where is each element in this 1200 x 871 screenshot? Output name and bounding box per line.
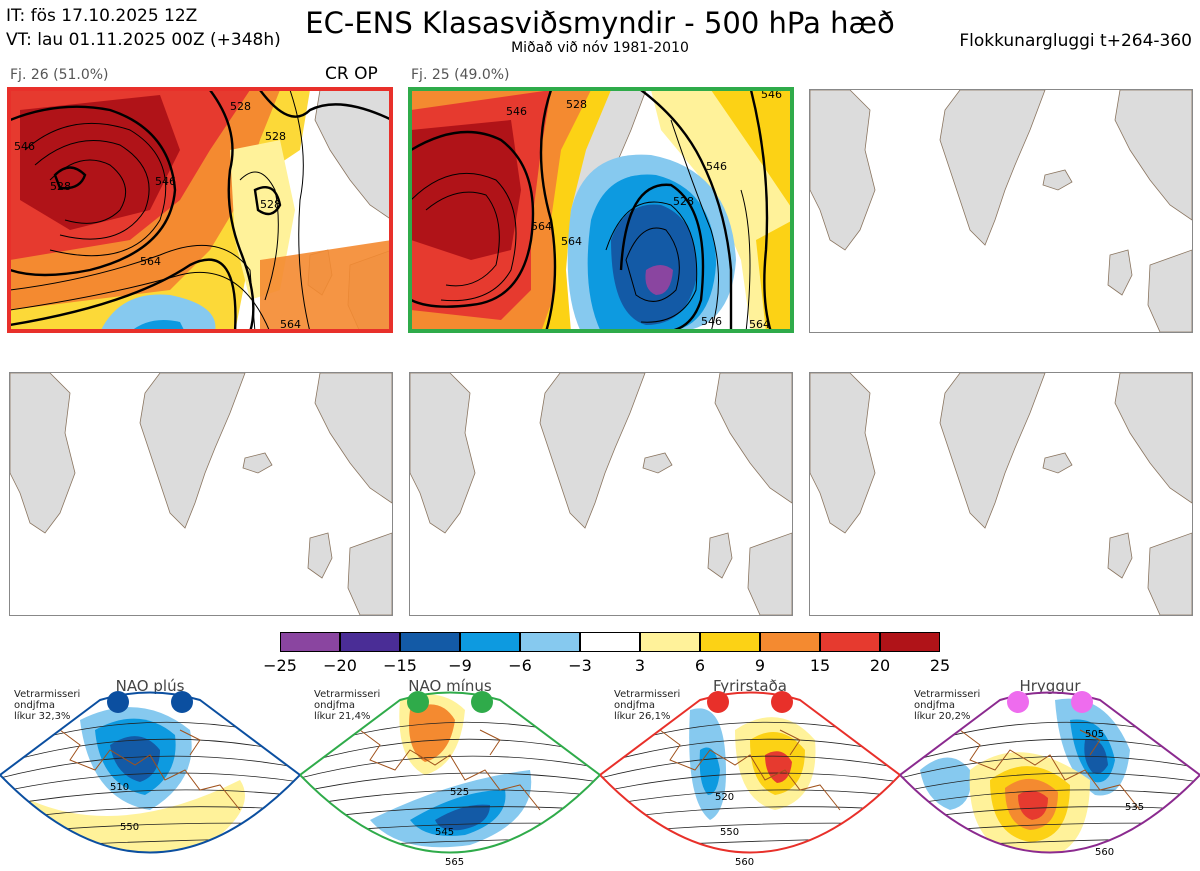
regime-contour-label: 560 [735, 857, 754, 868]
regime-fan-map: 520 550 560 [600, 691, 900, 868]
valid-time: VT: lau 01.11.2025 00Z (+348h) [6, 30, 281, 50]
panel1-tag: CR OP [325, 64, 378, 84]
colorbar-tick-label: 20 [869, 656, 891, 675]
regime-fan-map: 525 545 565 [300, 691, 600, 868]
regime-contour-label: 545 [435, 827, 454, 838]
cluster-map-2: 564 546 528 528 546 564 546 564 546 [410, 89, 794, 333]
regime-contour-label: 505 [1085, 729, 1104, 740]
panel1-contour-label: 528 [265, 130, 286, 143]
panel2-contour-label: 546 [706, 160, 727, 173]
regime-contour-label: 535 [1125, 802, 1144, 813]
colorbar-tick-label: −20 [323, 656, 357, 675]
panel1-label: Fj. 26 (51.0%) [10, 67, 109, 83]
colorbar-swatch [820, 632, 880, 652]
regime-title: Hryggur [1019, 677, 1081, 695]
regime-note: Vetrarmisseri ondjfma líkur 20,2% [914, 689, 981, 722]
colorbar-tick-label: 3 [634, 656, 646, 675]
panel2-contour-label: 528 [566, 98, 587, 111]
panel1-contour-label: 564 [140, 255, 161, 268]
regime-title: NAO mínus [408, 677, 492, 695]
regime-title: Fyrirstaða [713, 677, 787, 695]
regime-contour-label: 550 [120, 822, 139, 833]
panel2-frame [408, 87, 794, 333]
colorbar-swatch [460, 632, 520, 652]
colorbar-swatch [640, 632, 700, 652]
panel1-contour-label: 546 [155, 175, 176, 188]
regime-note: Vetrarmisseri ondjfma líkur 21,4% [314, 689, 381, 722]
empty-map-3 [809, 89, 1193, 333]
panel1-contour-label: 564 [280, 318, 301, 331]
panel1-contour-label: 528 [260, 198, 281, 211]
regime-contour-label: 525 [450, 787, 469, 798]
colorbar-swatch [340, 632, 400, 652]
regime-marker-dot [1071, 691, 1093, 713]
colorbar-swatch [760, 632, 820, 652]
panel2-contour-label: 546 [701, 315, 722, 328]
page-subtitle: Miðað við nóv 1981-2010 [511, 40, 689, 56]
panel2-contour-label: 546 [761, 90, 782, 101]
colorbar-tick-label: −15 [383, 656, 417, 675]
cluster-map-1: 546 528 528 546 528 528 564 564 [9, 89, 393, 333]
colorbar-tick-label: −9 [448, 656, 472, 675]
colorbar-swatch [520, 632, 580, 652]
regime-marker-dot [407, 691, 429, 713]
regime-note: Vetrarmisseri ondjfma líkur 32,3% [14, 689, 81, 722]
regime-marker-dot [107, 691, 129, 713]
colorbar-swatch [280, 632, 340, 652]
panel1-contour-label: 528 [50, 180, 71, 193]
colorbar-swatch [700, 632, 760, 652]
regime-marker-dot [1007, 691, 1029, 713]
cluster-map-1-svg: 546 528 528 546 528 528 564 564 [10, 90, 392, 332]
empty-map-4 [9, 372, 393, 616]
colorbar-swatch [400, 632, 460, 652]
page-title: EC-ENS Klasasviðsmyndir - 500 hPa hæð [305, 6, 895, 40]
cluster-map-2-svg: 564 546 528 528 546 564 546 564 546 [411, 90, 793, 332]
regime-fan-map: 505 535 560 [900, 691, 1200, 858]
regime-contour-label: 510 [110, 782, 129, 793]
init-time: IT: fös 17.10.2025 12Z [6, 6, 198, 26]
regime-marker-dot [771, 691, 793, 713]
colorbar-tick-label: 15 [809, 656, 831, 675]
colorbar-tick-label: −25 [263, 656, 297, 675]
panel2-contour-label: 564 [561, 235, 582, 248]
colorbar-tick-label: −6 [508, 656, 532, 675]
empty-map-4-svg [10, 373, 392, 615]
colorbar-tick-label: 25 [929, 656, 951, 675]
regime-marker-dot [171, 691, 193, 713]
panel1-contour-label: 528 [230, 100, 251, 113]
regime-marker-dot [471, 691, 493, 713]
panel2-contour-label: 564 [531, 220, 552, 233]
regime-contour-label: 520 [715, 792, 734, 803]
colorbar-swatch [580, 632, 640, 652]
panel1-contour-label: 546 [14, 140, 35, 153]
regime-contour-label: 560 [1095, 847, 1114, 858]
regime-fan-map: 510 550 [0, 691, 300, 854]
regime-note: Vetrarmisseri ondjfma líkur 26,1% [614, 689, 681, 722]
colorbar-tick-label: 6 [694, 656, 706, 675]
panel1-frame [7, 87, 393, 333]
regime-marker-dot [707, 691, 729, 713]
empty-map-6-svg [810, 373, 1192, 615]
empty-map-3-svg [810, 90, 1192, 332]
panel2-contour-label: 528 [673, 195, 694, 208]
colorbar-tick-label: 9 [754, 656, 766, 675]
empty-map-6 [809, 372, 1193, 616]
panel2-label: Fj. 25 (49.0%) [411, 67, 510, 83]
empty-map-5-svg [410, 373, 792, 615]
regime-title: NAO plús [115, 677, 185, 695]
empty-map-5 [409, 372, 793, 616]
regime-contour-label: 565 [445, 857, 464, 868]
regime-contour-label: 550 [720, 827, 739, 838]
colorbar-tick-label: −3 [568, 656, 592, 675]
classification-window: Flokkunargluggi t+264-360 [959, 31, 1192, 51]
colorbar-swatch [880, 632, 940, 652]
panel2-contour-label: 546 [506, 105, 527, 118]
panel2-contour-label: 564 [749, 318, 770, 331]
